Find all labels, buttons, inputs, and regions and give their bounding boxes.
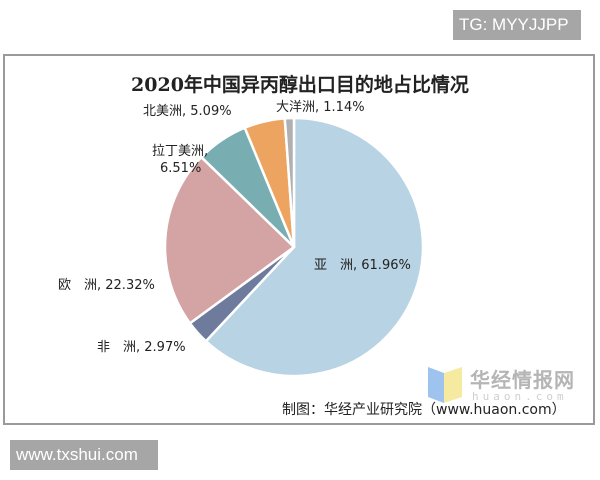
label-latin-america-line2: 6.51% xyxy=(160,161,202,176)
huaon-logo-icon xyxy=(428,367,462,403)
label-oceania: 大洋洲, 1.14% xyxy=(276,100,365,115)
slice-asia xyxy=(204,116,425,378)
chart-source: 制图：华经产业研究院（www.huaon.com） xyxy=(282,402,566,418)
pie-slices xyxy=(163,116,425,378)
slice-europe xyxy=(163,155,296,325)
watermark-brand: 华经情报网 xyxy=(470,368,575,392)
label-asia: 亚 洲, 61.96% xyxy=(314,258,411,273)
tg-badge: TG: MYYJJPP xyxy=(453,10,581,40)
label-africa: 非 洲, 2.97% xyxy=(97,340,186,355)
label-europe: 欧 洲, 22.32% xyxy=(58,278,155,293)
slice-oceania xyxy=(283,116,296,249)
chart-title: 2020年中国异丙醇出口目的地占比情况 xyxy=(131,74,469,96)
site-badge: www.txshui.com xyxy=(10,440,158,470)
label-north-america: 北美洲, 5.09% xyxy=(143,104,232,119)
watermark-domain: huaon.com xyxy=(472,390,568,403)
label-latin-america-line1: 拉丁美洲, xyxy=(152,144,209,159)
